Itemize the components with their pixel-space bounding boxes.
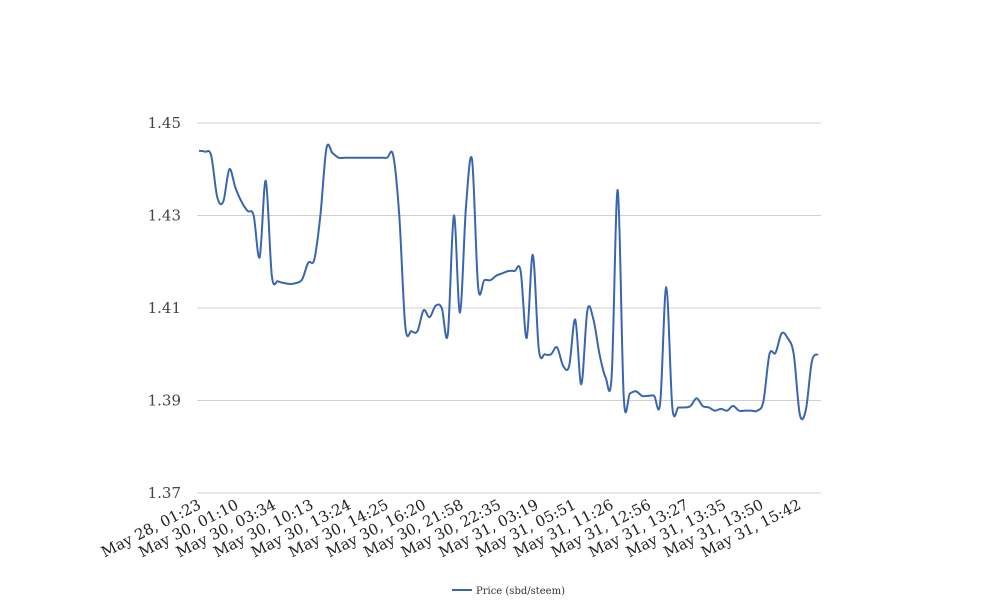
series-line-0 bbox=[198, 143, 819, 421]
y-tick-label: 1.43 bbox=[148, 207, 181, 225]
series-layer bbox=[198, 143, 819, 421]
gridlines bbox=[197, 122, 821, 494]
y-tick-label: 1.45 bbox=[148, 114, 181, 132]
y-tick-label: 1.39 bbox=[148, 392, 181, 410]
legend-label: Price (sbd/steem) bbox=[476, 586, 565, 597]
y-axis-ticks: 1.45 1.43 1.41 1.39 1.37 bbox=[148, 114, 181, 502]
y-tick-label: 1.41 bbox=[148, 299, 181, 317]
legend: Price (sbd/steem) bbox=[452, 586, 565, 597]
y-tick-label: 1.37 bbox=[148, 484, 181, 502]
